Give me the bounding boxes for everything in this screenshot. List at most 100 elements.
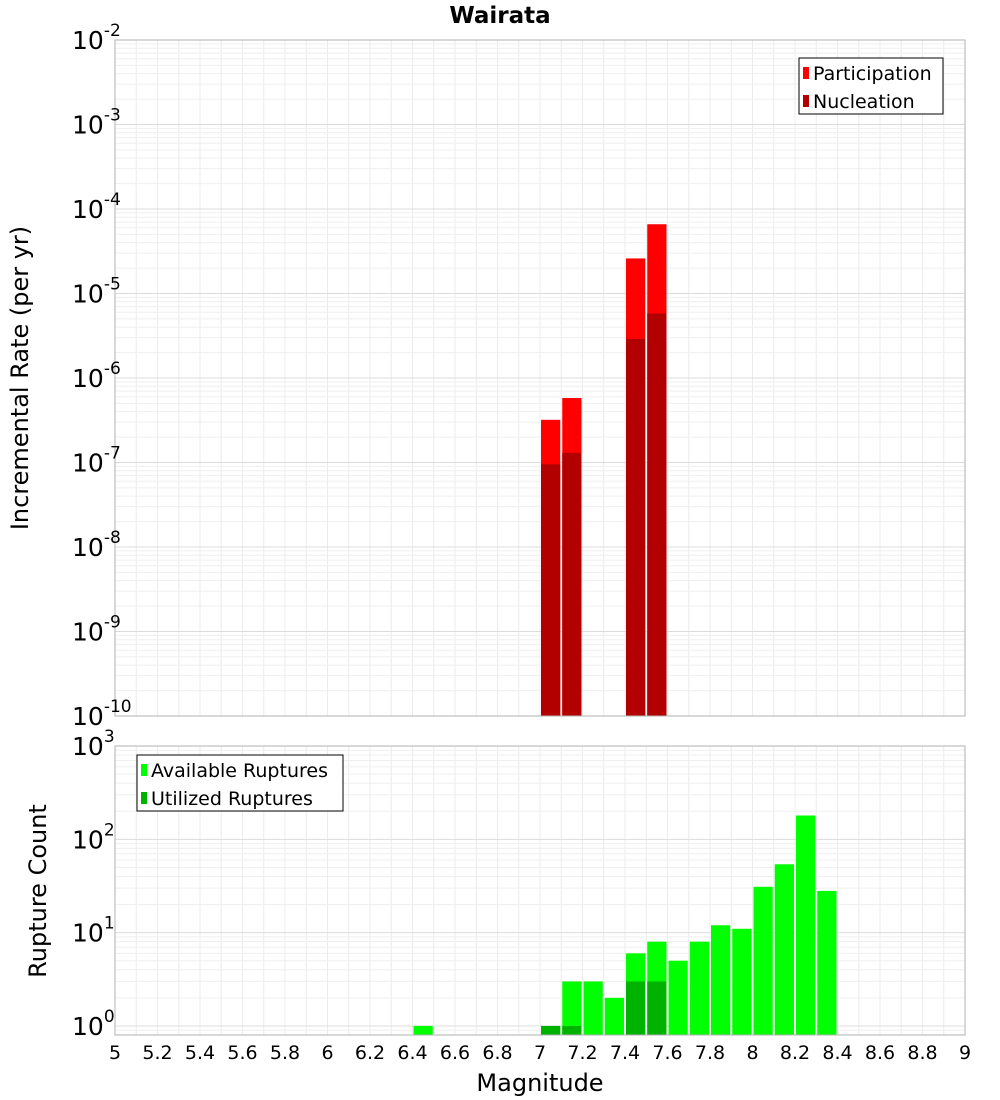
y-tick-base: 10: [72, 280, 104, 309]
top-y-tick-label: 10-9: [72, 613, 121, 647]
y-tick-exponent: -5: [104, 275, 121, 295]
y-tick-exponent: -2: [104, 21, 121, 41]
y-tick-exponent: -10: [104, 697, 132, 717]
x-tick-label: 8.8: [907, 1042, 937, 1064]
top-legend-box: [798, 57, 944, 115]
bottom-legend-label-0: Available Ruptures: [151, 760, 328, 782]
x-tick-label: 8.2: [780, 1042, 810, 1064]
bottom-legend-label-1: Utilized Ruptures: [151, 788, 313, 810]
bottom-bar-available-ruptures-2: [562, 981, 582, 1035]
x-tick-label: 8.6: [865, 1042, 895, 1064]
bottom-legend-swatch-1: [141, 792, 147, 804]
y-tick-base: 10: [72, 919, 104, 948]
y-tick-exponent: -7: [104, 444, 121, 464]
top-y-axis-label: Incremental Rate (per yr): [6, 226, 34, 530]
top-legend-label-0: Participation: [813, 63, 932, 85]
x-tick-label: 7.2: [567, 1042, 597, 1064]
bottom-bar-utilized-ruptures-1: [562, 1025, 582, 1035]
bottom-bar-available-ruptures-13: [796, 815, 816, 1035]
bottom-bar-available-ruptures-3: [583, 981, 603, 1035]
top-y-tick-label: 10-4: [72, 190, 121, 224]
bottom-bar-available-ruptures-4: [604, 997, 624, 1035]
x-tick-label: 6: [321, 1042, 333, 1064]
bottom-bar-available-ruptures-0: [413, 1025, 433, 1035]
bottom-bar-available-ruptures-12: [774, 864, 794, 1035]
top-legend-swatch-0: [803, 67, 809, 79]
bottom-bar-available-ruptures-14: [817, 890, 837, 1035]
top-y-tick-label: 10-6: [72, 359, 121, 393]
top-y-tick-label: 10-5: [72, 275, 121, 309]
top-gridlines: [114, 39, 966, 717]
x-tick-label: 8: [746, 1042, 758, 1064]
top-legend-label-1: Nucleation: [813, 91, 915, 113]
x-tick-labels: 5 5.2 5.4 5.6 5.8 6 6.2 6.4 6.6 6.8 7 7.2 7.4 7.6 7.8 8…: [109, 1042, 971, 1064]
x-tick-label: 6.2: [355, 1042, 385, 1064]
top-y-tick-label: 10-10: [72, 697, 132, 731]
y-tick-exponent: -3: [104, 106, 121, 126]
bottom-bars: [413, 815, 837, 1035]
bottom-bar-available-ruptures-7: [668, 960, 688, 1035]
y-tick-base: 10: [72, 26, 104, 55]
top-bar-nucleation-0: [541, 464, 561, 716]
x-tick-label: 5: [109, 1042, 121, 1064]
y-tick-exponent: 3: [104, 727, 115, 747]
chart-title: Wairata: [449, 3, 550, 29]
y-tick-exponent: 1: [104, 914, 115, 934]
y-tick-exponent: -6: [104, 359, 121, 379]
y-tick-base: 10: [72, 533, 104, 562]
x-tick-label: 5.2: [142, 1042, 172, 1064]
x-tick-label: 6.4: [397, 1042, 427, 1064]
y-tick-exponent: -9: [104, 613, 121, 633]
y-tick-exponent: 0: [104, 1007, 115, 1027]
x-tick-label: 5.4: [185, 1042, 215, 1064]
top-bar-nucleation-2: [626, 338, 646, 716]
x-tick-label: 6.6: [440, 1042, 470, 1064]
bottom-bar-utilized-ruptures-3: [647, 981, 667, 1035]
y-tick-base: 10: [72, 1012, 104, 1041]
bottom-legend: Available Ruptures Utilized Ruptures: [136, 754, 344, 812]
top-y-tick-label: 10-8: [72, 528, 121, 562]
bottom-bar-available-ruptures-11: [753, 886, 773, 1035]
top-y-tick-label: 10-2: [72, 21, 121, 55]
bottom-bar-available-ruptures-8: [689, 941, 709, 1035]
y-tick-base: 10: [72, 364, 104, 393]
bottom-y-tick-label: 100: [72, 1007, 115, 1041]
y-tick-base: 10: [72, 702, 104, 731]
bottom-plot-frame: [114, 745, 966, 1036]
x-tick-label: 5.8: [270, 1042, 300, 1064]
top-bar-nucleation-3: [647, 313, 667, 716]
y-tick-base: 10: [72, 449, 104, 478]
bottom-y-axis-label: Rupture Count: [24, 804, 52, 978]
x-tick-label: 7.8: [695, 1042, 725, 1064]
bottom-bar-available-ruptures-10: [732, 928, 752, 1035]
bottom-legend-box: [136, 754, 344, 812]
x-tick-label: 9: [959, 1042, 971, 1064]
top-y-tick-label: 10-7: [72, 444, 121, 478]
x-tick-label: 7.4: [610, 1042, 640, 1064]
bottom-legend-swatch-0: [141, 764, 147, 776]
top-bars: [541, 224, 667, 716]
y-tick-base: 10: [72, 618, 104, 647]
y-tick-exponent: 2: [104, 820, 115, 840]
bottom-y-tick-label: 101: [72, 914, 115, 948]
x-tick-label: 8.4: [822, 1042, 852, 1064]
top-plot-frame: [114, 39, 966, 717]
top-legend-swatch-1: [803, 95, 809, 107]
y-tick-base: 10: [72, 825, 104, 854]
top-y-tick-label: 10-3: [72, 106, 121, 140]
bottom-bar-available-ruptures-9: [711, 925, 731, 1035]
x-tick-label: 7: [534, 1042, 546, 1064]
bottom-y-tick-label: 102: [72, 820, 115, 854]
bottom-bar-utilized-ruptures-2: [626, 981, 646, 1035]
y-tick-base: 10: [72, 111, 104, 140]
top-bar-nucleation-1: [562, 452, 582, 716]
x-tick-label: 5.6: [227, 1042, 257, 1064]
top-legend: Participation Nucleation: [798, 57, 944, 115]
x-tick-label: 6.8: [482, 1042, 512, 1064]
y-tick-exponent: -8: [104, 528, 121, 548]
y-tick-base: 10: [72, 732, 104, 761]
